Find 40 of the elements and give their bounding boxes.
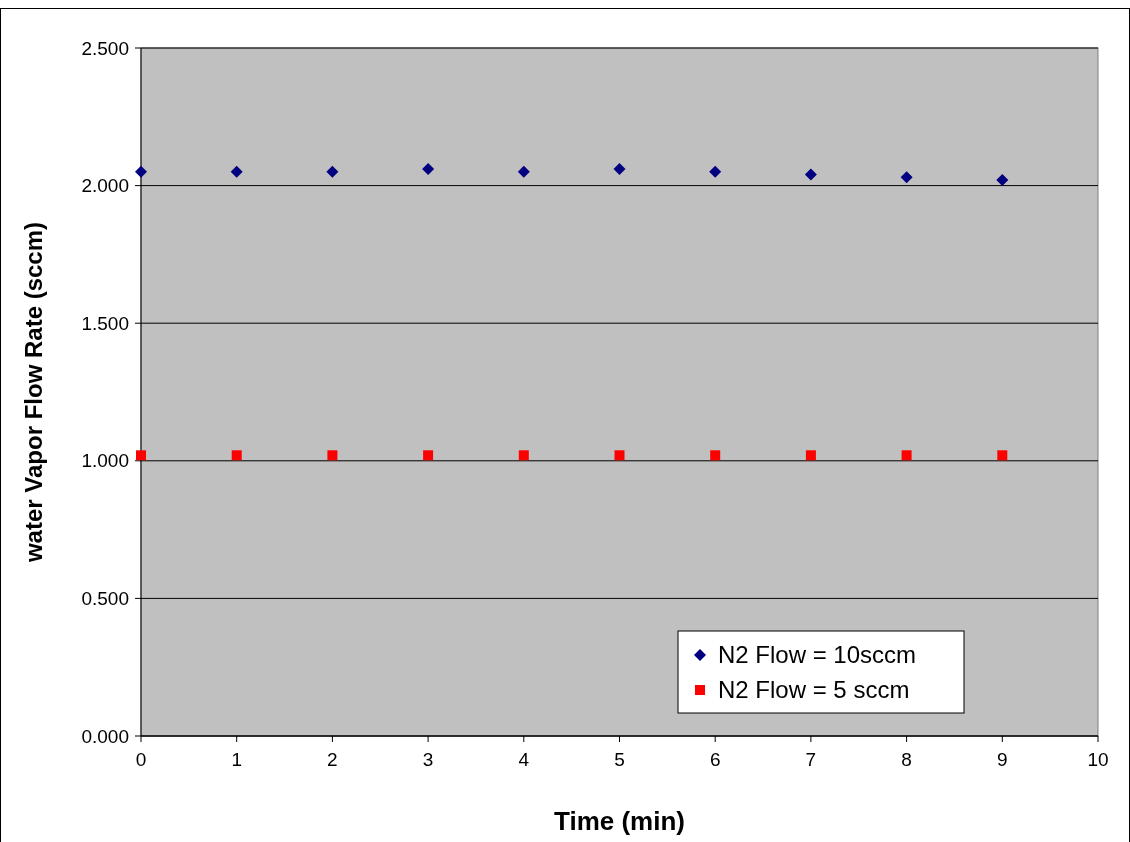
x-tick-label: 8	[901, 749, 912, 770]
point	[231, 450, 242, 461]
x-tick-label: 9	[997, 749, 1008, 770]
x-tick-label: 7	[805, 749, 817, 770]
point	[614, 450, 625, 461]
legend-label: N2 Flow = 5 sccm	[718, 676, 910, 704]
point	[327, 450, 338, 461]
y-tick-label: 2.000	[81, 175, 129, 197]
x-axis-title: Time (min)	[554, 806, 685, 836]
x-tick-label: 2	[327, 749, 338, 770]
y-axis-title: water Vapor Flow Rate (sccm)	[20, 221, 47, 564]
legend-label: N2 Flow = 10sccm	[718, 641, 917, 669]
y-tick-label: 1.000	[81, 450, 129, 472]
point	[326, 165, 339, 178]
x-tick-label: 0	[135, 749, 147, 770]
point	[423, 450, 434, 461]
point	[230, 165, 243, 178]
point	[613, 163, 626, 176]
x-tick-label: 3	[422, 749, 434, 770]
point	[804, 168, 817, 181]
point	[135, 165, 147, 178]
y-tick-label: 1.500	[81, 312, 129, 334]
x-tick-label: 10	[1087, 749, 1109, 770]
y-tick-label: 0.000	[81, 725, 129, 747]
point	[900, 171, 913, 184]
point	[997, 450, 1008, 461]
x-tick-label: 1	[231, 749, 242, 770]
x-tick-label: 5	[614, 749, 625, 770]
point	[517, 165, 530, 178]
x-tick-label: 6	[709, 749, 721, 770]
point	[422, 163, 435, 176]
point	[805, 450, 816, 461]
x-tick-label: 4	[518, 749, 530, 770]
y-tick-label: 0.500	[81, 588, 129, 610]
point	[901, 450, 912, 461]
point	[710, 450, 721, 461]
y-tick-label: 2.500	[81, 37, 129, 59]
point	[518, 450, 529, 461]
point	[996, 174, 1009, 187]
point	[709, 165, 722, 178]
